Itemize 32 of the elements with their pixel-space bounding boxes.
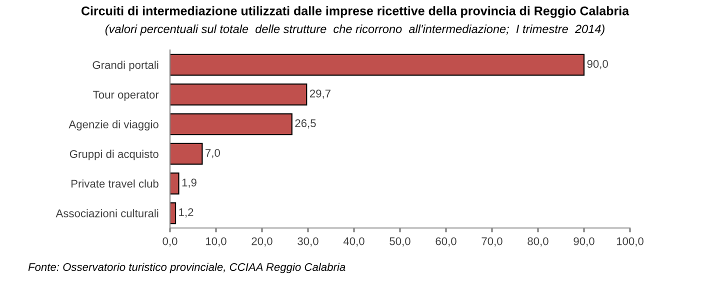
x-tick-label: 100,0 (616, 237, 644, 246)
bar (170, 113, 292, 136)
x-tick-label: 50,0 (390, 237, 410, 246)
bar (170, 84, 308, 106)
data-label: 90,0 (587, 60, 608, 70)
y-tick-label: Agenzie di viaggio (68, 120, 158, 130)
y-tick-label: Grandi portali (92, 60, 158, 72)
x-tick-label: 20,0 (252, 237, 272, 246)
bar (170, 142, 203, 165)
x-tick-label: 40,0 (343, 237, 364, 246)
chart-subtitle: (valori percentuali sul totale delle strutture che ricorrono all'intermediazione; I trimestre 2014) (105, 24, 604, 36)
x-tick-label: 70,0 (482, 237, 502, 246)
x-tick-label: 90,0 (574, 237, 594, 246)
data-label: 1,9 (182, 178, 196, 188)
bar (170, 172, 180, 194)
x-tick-label: 30,0 (298, 237, 318, 246)
chart-title: Circuiti di intermediazione utilizzati dalle imprese ricettive della provincia di Reggio Calabria (82, 6, 630, 18)
x-tick-label: 60,0 (436, 237, 456, 246)
x-tick-label: 80,0 (528, 237, 548, 246)
bar (170, 202, 176, 224)
y-tick-label: Associazioni culturali (56, 209, 158, 218)
x-tick-label: 0,0 (162, 237, 178, 246)
y-tick-label: Gruppi di acquisto (70, 150, 158, 160)
y-tick-label: Tour operator (93, 90, 159, 101)
x-tick-label: 10,0 (206, 237, 226, 246)
data-label: 26,5 (295, 119, 316, 128)
source-note: Fonte: Osservatorio turistico provinciale, CCIAA Reggio Calabria (28, 262, 346, 274)
y-tick-label: Private travel club (71, 179, 158, 188)
bar (170, 54, 585, 76)
data-label: 1,2 (179, 208, 194, 218)
data-label: 29,7 (310, 90, 330, 99)
data-label: 7,0 (206, 148, 220, 158)
